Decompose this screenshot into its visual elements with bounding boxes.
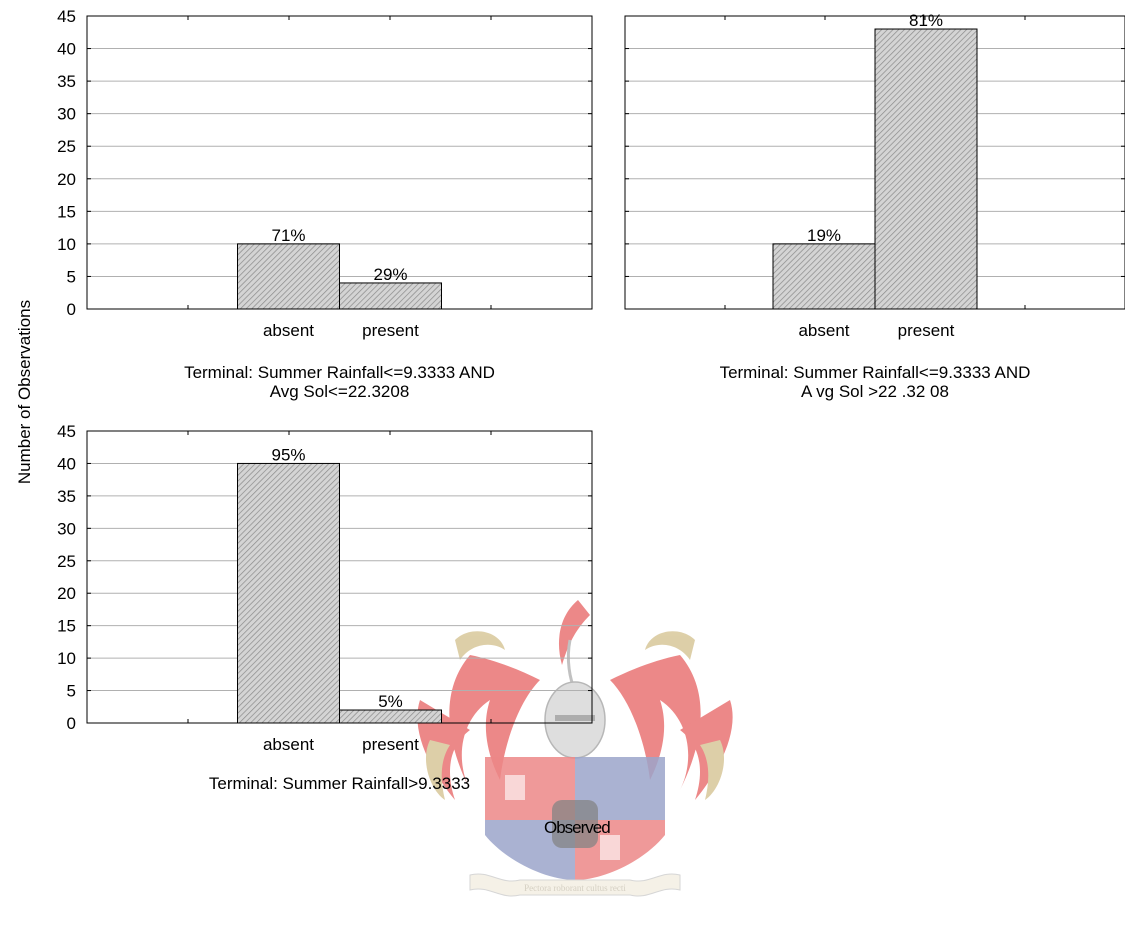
bar-label-absent: 19% xyxy=(807,226,841,245)
y-tick-label: 5 xyxy=(67,267,76,286)
y-tick-label: 25 xyxy=(57,137,76,156)
chart-panel-2: 19% absent 81% present Terminal: Summer Rain… xyxy=(624,11,1125,401)
bar-present xyxy=(339,709,442,724)
y-tick-label: 45 xyxy=(57,422,76,441)
x-category-label: present xyxy=(362,321,419,340)
x-category-label: present xyxy=(898,321,955,340)
bar-label-present: 5% xyxy=(378,692,403,711)
x-category-label: absent xyxy=(263,321,314,340)
y-axis-label: Number of Observations xyxy=(15,300,34,484)
y-tick-label: 20 xyxy=(57,584,76,603)
y-tick-label: 10 xyxy=(57,649,76,668)
y-tick-label: 10 xyxy=(57,235,76,254)
y-tick-label: 20 xyxy=(57,170,76,189)
chart-title-line: A vg Sol >22 .32 08 xyxy=(801,382,949,401)
university-crest-watermark: Pectora roborant cultus recti xyxy=(417,600,733,897)
bar-absent xyxy=(237,462,340,724)
y-tick-label: 40 xyxy=(57,40,76,59)
observed-label: Observed xyxy=(544,818,610,837)
bar-present xyxy=(339,282,442,310)
y-tick-label: 0 xyxy=(67,300,76,319)
x-category-label: present xyxy=(362,735,419,754)
chart-title-line: Terminal: Summer Rainfall>9.3333 xyxy=(209,774,470,793)
y-tick-label: 30 xyxy=(57,519,76,538)
y-tick-label: 15 xyxy=(57,202,76,221)
y-tick-label: 15 xyxy=(57,617,76,636)
chart-panel-3: 0 5 10 15 20 25 30 35 40 45 95% absent 5% present Term… xyxy=(57,422,593,793)
y-tick-label: 35 xyxy=(57,72,76,91)
y-tick-label: 35 xyxy=(57,487,76,506)
bar-present xyxy=(874,28,978,310)
bar-label-present: 81% xyxy=(909,11,943,30)
bar-label-absent: 95% xyxy=(271,445,305,464)
y-tick-label: 5 xyxy=(67,682,76,701)
y-tick-label: 40 xyxy=(57,454,76,473)
y-tick-label: 45 xyxy=(57,7,76,26)
x-category-label: absent xyxy=(798,321,849,340)
chart-panel-1: 0 5 10 15 20 25 30 35 40 45 71% absent 29% present Ter… xyxy=(57,7,593,401)
y-tick-label: 25 xyxy=(57,552,76,571)
bar-absent xyxy=(772,243,876,310)
y-tick-label: 0 xyxy=(67,714,76,733)
bar-absent xyxy=(237,243,340,310)
chart-title-line: Terminal: Summer Rainfall<=9.3333 AND xyxy=(720,363,1031,382)
crest-motto: Pectora roborant cultus recti xyxy=(524,883,626,893)
y-tick-label: 30 xyxy=(57,105,76,124)
x-category-label: absent xyxy=(263,735,314,754)
charts-container: 0 5 10 15 20 25 30 35 40 45 71% absent 29% present Ter… xyxy=(57,7,1125,793)
chart-title-line: Terminal: Summer Rainfall<=9.3333 AND xyxy=(184,363,495,382)
bar-label-absent: 71% xyxy=(271,226,305,245)
chart-title-line: Avg Sol<=22.3208 xyxy=(270,382,410,401)
bar-label-present: 29% xyxy=(373,265,407,284)
